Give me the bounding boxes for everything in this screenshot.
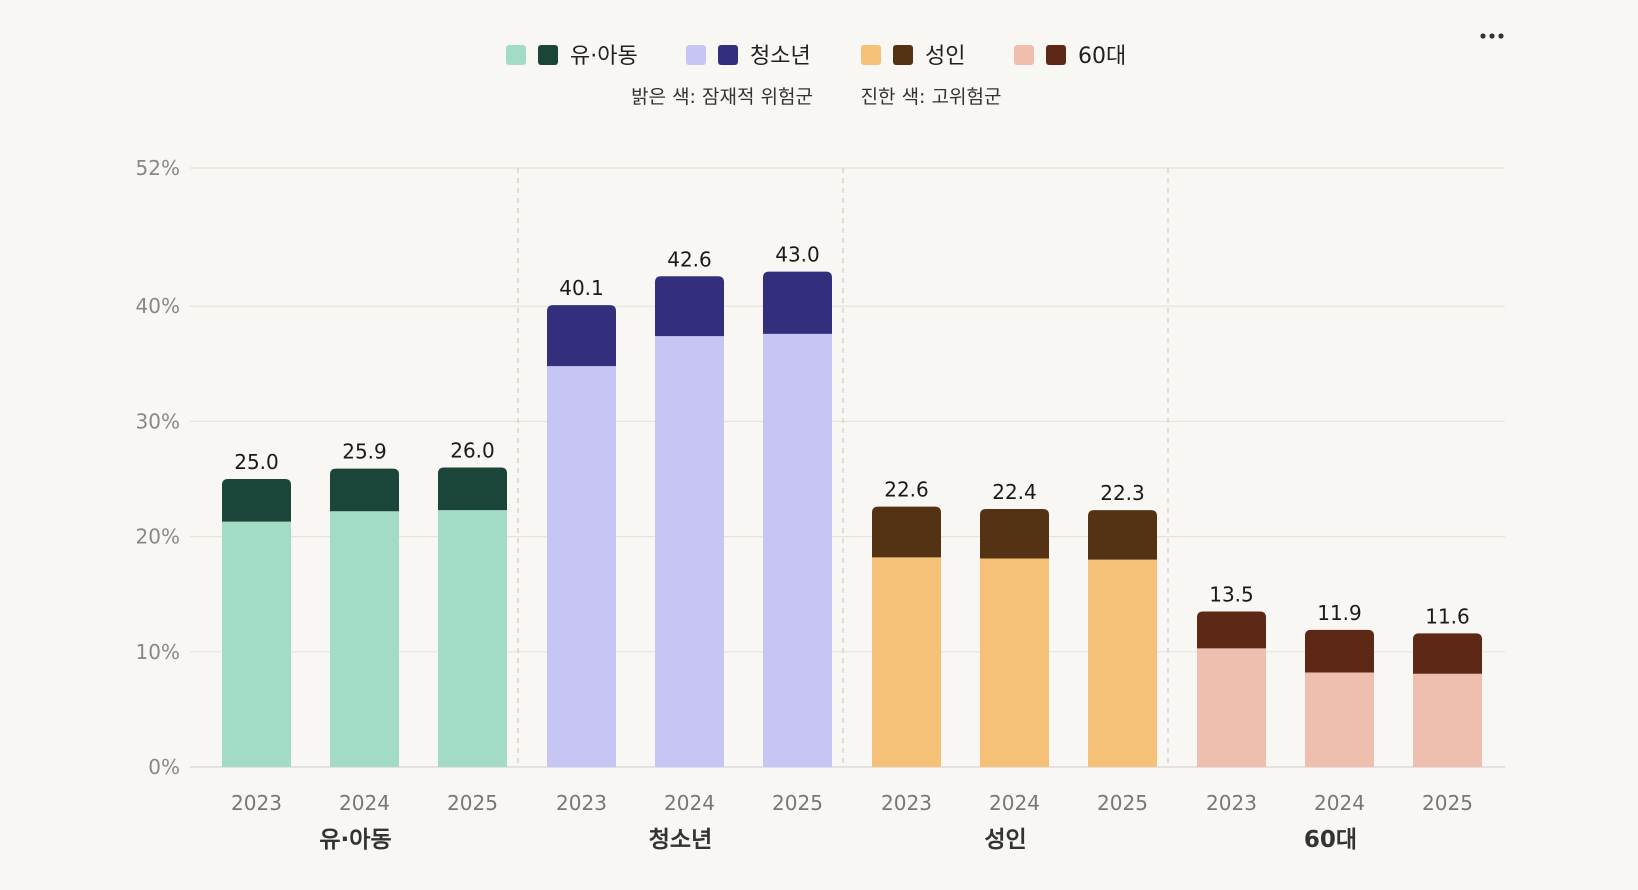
legend-label: 60대	[1078, 44, 1126, 69]
x-tick-label: 2023	[881, 791, 932, 815]
bar-segment-high-risk	[222, 479, 291, 522]
x-axis: 2023 2024 2025 유·아동 2023 2024 2025 청소년 2023 2024 2…	[231, 791, 1473, 853]
bar-total-label: 22.3	[1100, 481, 1145, 505]
y-tick-label: 30%	[136, 409, 180, 433]
bar-total-label: 40.1	[559, 276, 604, 300]
y-tick-label: 40%	[136, 294, 180, 318]
legend: 유·아동 청소년 성인 60대	[506, 44, 1126, 69]
bar-total-label: 43.0	[775, 243, 820, 267]
x-tick-label: 2025	[1097, 791, 1148, 815]
bar-total-label: 26.0	[450, 439, 495, 463]
bar-segment-potential-risk	[763, 333, 832, 767]
legend-swatch-dark	[718, 45, 738, 65]
x-tick-label: 2024	[339, 791, 390, 815]
y-tick-label: 10%	[136, 640, 180, 664]
bar-segment-high-risk	[763, 271, 832, 334]
x-tick-label: 2024	[664, 791, 715, 815]
bar-segment-potential-risk	[655, 336, 724, 767]
legend-note: 밝은 색: 잠재적 위험군 진한 색: 고위험군	[631, 86, 1001, 108]
bar-segment-potential-risk	[1088, 559, 1157, 767]
group-label: 청소년	[649, 827, 712, 853]
y-axis: 0% 10% 20% 30% 40% 52%	[136, 156, 180, 779]
x-tick-label: 2023	[556, 791, 607, 815]
legend-swatch-dark	[893, 45, 913, 65]
bar-segment-potential-risk	[872, 557, 941, 767]
legend-note-dark: 진한 색: 고위험군	[861, 86, 1002, 108]
legend-swatch-dark	[1046, 45, 1066, 65]
bar-segment-high-risk	[547, 305, 616, 367]
bar-total-label: 25.9	[342, 440, 387, 464]
bar-segment-high-risk	[1413, 633, 1482, 674]
bar-total-label: 11.6	[1425, 604, 1470, 628]
bar-total-label: 42.6	[667, 247, 712, 271]
bar-segment-high-risk	[872, 506, 941, 558]
y-tick-label: 52%	[136, 156, 180, 180]
legend-swatch-light	[1014, 45, 1034, 65]
bar-segment-potential-risk	[980, 558, 1049, 767]
legend-swatch-light	[861, 45, 881, 65]
bar-segment-high-risk	[980, 508, 1049, 559]
legend-label: 청소년	[750, 44, 811, 69]
x-tick-label: 2025	[447, 791, 498, 815]
legend-label: 성인	[925, 44, 965, 69]
x-tick-label: 2024	[989, 791, 1040, 815]
bar-segment-high-risk	[1197, 611, 1266, 649]
bar-segment-high-risk	[655, 276, 724, 337]
legend-item: 유·아동	[506, 44, 638, 69]
legend-item: 성인	[861, 44, 965, 69]
group-label: 유·아동	[319, 827, 391, 853]
bar-segment-potential-risk	[438, 510, 507, 767]
bar-segment-potential-risk	[222, 521, 291, 767]
bar-segment-high-risk	[330, 468, 399, 512]
bars: 25.0 25.9 26.0 40.1 42.6 43.0 22.6 22.4 22.3 13.5…	[222, 243, 1482, 767]
x-tick-label: 2023	[231, 791, 282, 815]
x-tick-label: 2025	[772, 791, 823, 815]
more-horizontal-icon[interactable]	[1478, 26, 1506, 46]
legend-swatch-dark	[538, 45, 558, 65]
bar-total-label: 11.9	[1317, 601, 1362, 625]
bar-total-label: 13.5	[1209, 582, 1254, 606]
x-tick-label: 2023	[1206, 791, 1257, 815]
bar-total-label: 25.0	[234, 450, 279, 474]
gridlines	[190, 167, 1505, 768]
group-label: 60대	[1304, 827, 1357, 853]
x-tick-label: 2025	[1422, 791, 1473, 815]
bar-segment-potential-risk	[1413, 673, 1482, 767]
legend-swatch-light	[686, 45, 706, 65]
legend-swatch-light	[506, 45, 526, 65]
bar-segment-potential-risk	[1197, 648, 1266, 767]
y-tick-label: 20%	[136, 525, 180, 549]
bar-total-label: 22.4	[992, 480, 1037, 504]
legend-item: 청소년	[686, 44, 811, 69]
bar-segment-high-risk	[438, 467, 507, 511]
bar-segment-high-risk	[1088, 510, 1157, 560]
x-tick-label: 2024	[1314, 791, 1365, 815]
legend-label: 유·아동	[570, 44, 638, 69]
y-tick-label: 0%	[148, 755, 180, 779]
group-label: 성인	[984, 827, 1026, 853]
bar-segment-high-risk	[1305, 629, 1374, 673]
legend-item: 60대	[1014, 44, 1126, 69]
bar-total-label: 22.6	[884, 478, 929, 502]
legend-note-light: 밝은 색: 잠재적 위험군	[631, 86, 813, 108]
bar-segment-potential-risk	[330, 511, 399, 767]
bar-segment-potential-risk	[547, 366, 616, 767]
bar-segment-potential-risk	[1305, 672, 1374, 767]
